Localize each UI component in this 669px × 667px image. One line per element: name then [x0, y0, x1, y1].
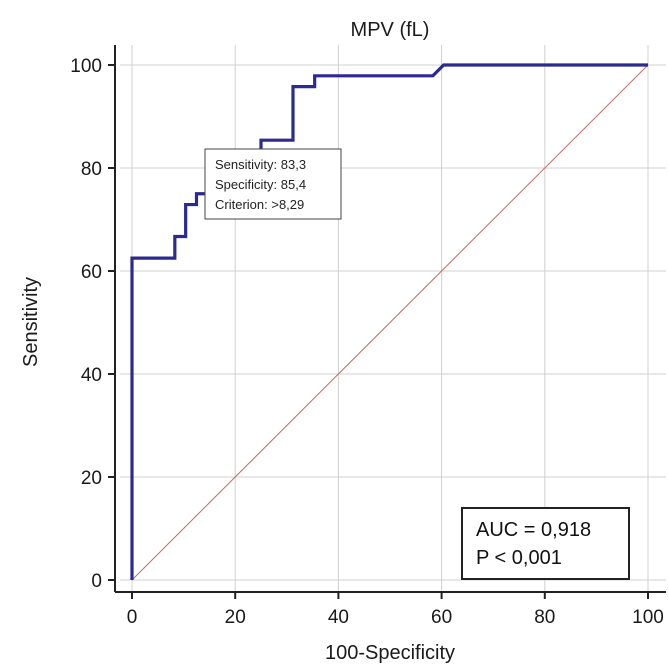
p-value: P < 0,001 — [476, 547, 562, 569]
x-tick-label: 100 — [632, 607, 664, 628]
axes — [108, 45, 666, 599]
reference-diagonal — [131, 64, 649, 581]
series — [130, 63, 649, 581]
y-tick-label: 80 — [81, 159, 102, 180]
tick-labels: 0 20 40 60 80 100 0 20 40 60 80 100 — [70, 56, 664, 628]
y-tick-label: 0 — [91, 571, 102, 592]
y-tick-label: 40 — [81, 365, 102, 386]
y-tick-label: 20 — [81, 468, 102, 489]
x-tick-label: 40 — [328, 607, 349, 628]
x-tick-label: 80 — [534, 607, 555, 628]
chart-title: MPV (fL) — [351, 19, 430, 41]
annotation-criterion: Criterion: >8,29 — [215, 197, 304, 212]
x-tick-label: 20 — [225, 607, 246, 628]
stats-box: AUC = 0,918 P < 0,001 — [461, 507, 630, 580]
annotation-sensitivity: Sensitivity: 83,3 — [215, 157, 306, 172]
criterion-annotation: Sensitivity: 83,3 Specificity: 85,4 Crit… — [204, 148, 342, 220]
y-tick-label: 60 — [81, 262, 102, 283]
x-tick-label: 60 — [431, 607, 452, 628]
x-axis-title: 100-Specificity — [325, 642, 455, 664]
x-tick-label: 0 — [127, 607, 138, 628]
stats-box-frame — [461, 507, 630, 580]
annotation-specificity: Specificity: 85,4 — [215, 177, 306, 192]
criterion-annotation-box — [204, 148, 342, 220]
y-tick-label: 100 — [70, 56, 102, 77]
y-axis-title: Sensitivity — [20, 277, 42, 367]
auc-value: AUC = 0,918 — [476, 519, 591, 541]
